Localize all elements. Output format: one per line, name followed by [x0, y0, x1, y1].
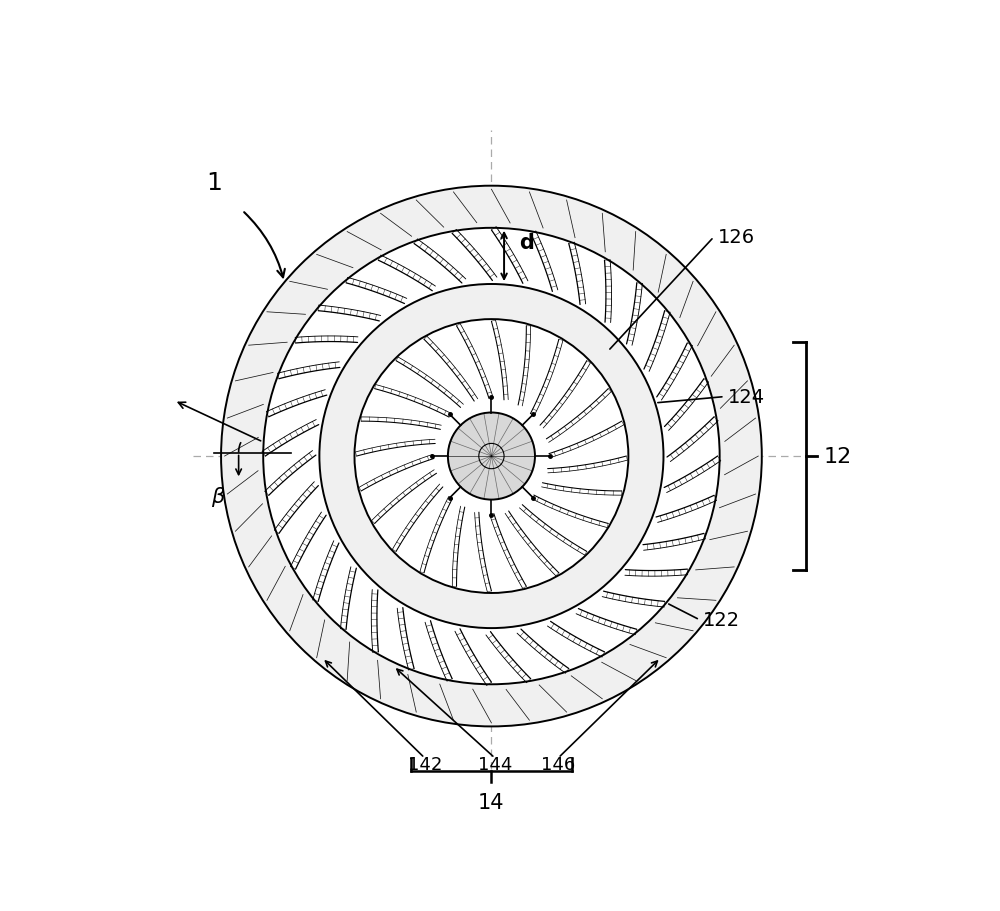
Text: β: β	[211, 486, 224, 507]
Text: 142: 142	[408, 754, 442, 773]
Text: d: d	[520, 233, 534, 253]
Text: 124: 124	[728, 388, 765, 406]
Text: 14: 14	[478, 792, 505, 812]
Circle shape	[354, 320, 628, 593]
Circle shape	[263, 229, 720, 684]
Circle shape	[448, 413, 535, 500]
Circle shape	[221, 187, 762, 727]
Text: 12: 12	[824, 446, 852, 466]
Text: 1: 1	[206, 171, 222, 195]
Text: 122: 122	[703, 610, 740, 630]
Text: 144: 144	[478, 754, 512, 773]
Text: 146: 146	[541, 754, 575, 773]
Text: 126: 126	[717, 228, 755, 247]
Circle shape	[319, 284, 663, 629]
